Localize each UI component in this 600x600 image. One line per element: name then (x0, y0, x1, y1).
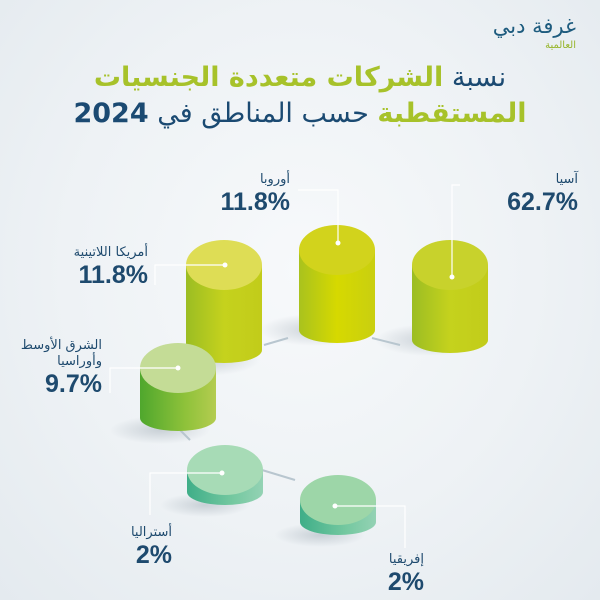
region-value: 62.7% (507, 188, 578, 216)
region-value: 11.8% (78, 261, 148, 289)
region-name: آسيا (555, 172, 578, 187)
label-asia: آسيا 62.7% (507, 172, 578, 216)
region-name: وأوراسيا (57, 354, 102, 369)
title-part: حسب المناطق في (148, 98, 378, 129)
cylinder-middle-east (140, 343, 216, 431)
label-middle-east: الشرق الأوسط وأوراسيا 9.7% (21, 338, 102, 398)
label-europe: أوروبا 11.8% (220, 172, 290, 216)
cylinder-africa (300, 475, 376, 535)
label-australia: أستراليا 2% (131, 525, 172, 569)
title-year: 2024 (73, 98, 149, 129)
title-part: المستقطبة (377, 98, 527, 129)
region-name: أوروبا (259, 172, 290, 187)
region-name: الشرق الأوسط (20, 338, 102, 353)
region-name: إفريقيا (388, 552, 424, 567)
region-value: 11.8% (220, 188, 290, 216)
cylinder-asia (412, 240, 488, 353)
page-title: نسبة الشركات متعددة الجنسيات المستقطبة ح… (0, 60, 600, 132)
cylinder-europe (299, 225, 375, 343)
title-part: نسبة (443, 62, 507, 93)
region-name: أستراليا (130, 525, 172, 540)
region-value: 2% (135, 541, 172, 569)
label-latin-america: أمريكا اللاتينية 11.8% (74, 245, 148, 289)
region-value: 2% (387, 568, 424, 596)
label-africa: إفريقيا 2% (388, 552, 424, 596)
logo-main: غرفة دبي (492, 14, 576, 38)
region-value: 9.7% (45, 370, 102, 398)
logo: غرفة دبي العالمية (493, 14, 576, 51)
title-part: الشركات متعددة الجنسيات (93, 62, 444, 93)
cylinder-australia (187, 445, 263, 505)
logo-sub: العالمية (545, 40, 576, 51)
region-name: أمريكا اللاتينية (73, 245, 148, 260)
cylinder-latin-america (186, 240, 262, 363)
